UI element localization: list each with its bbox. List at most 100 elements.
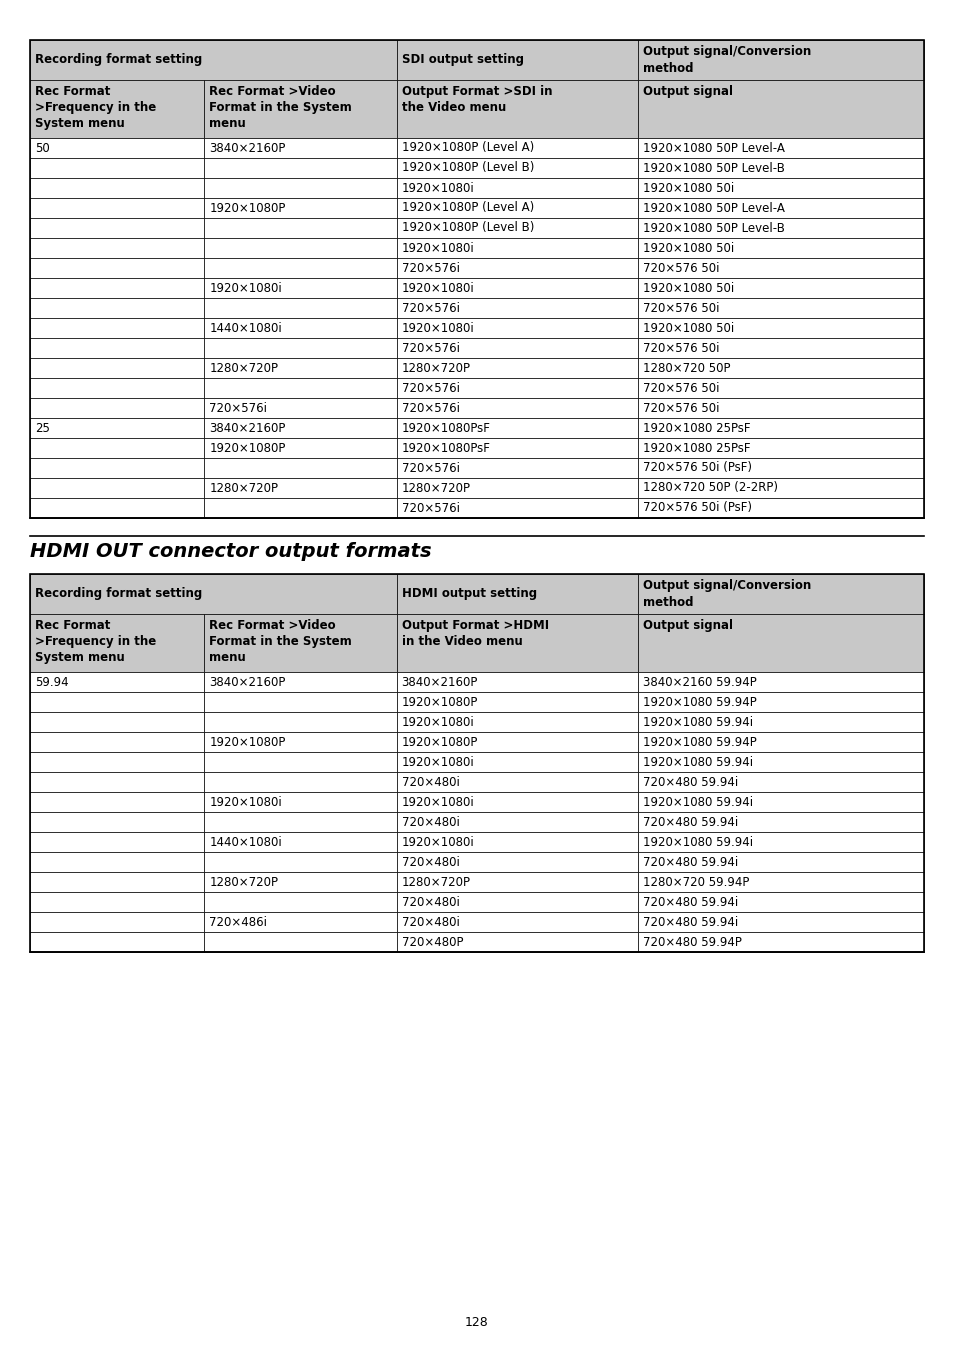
- Bar: [638, 158, 923, 178]
- Bar: [30, 692, 204, 713]
- Text: Output signal/Conversion
method: Output signal/Conversion method: [642, 580, 810, 608]
- Bar: [638, 813, 923, 831]
- Text: 1920×1080P: 1920×1080P: [209, 735, 285, 749]
- Bar: [30, 813, 204, 831]
- Text: 1920×1080 50i: 1920×1080 50i: [642, 281, 734, 295]
- Bar: [396, 238, 638, 258]
- Text: 1920×1080 50P Level-B: 1920×1080 50P Level-B: [642, 222, 784, 234]
- Bar: [396, 692, 638, 713]
- Text: 1920×1080P (Level A): 1920×1080P (Level A): [401, 142, 534, 154]
- Bar: [204, 614, 396, 672]
- Bar: [204, 218, 396, 238]
- Bar: [30, 80, 204, 138]
- Bar: [30, 458, 204, 479]
- Text: 1920×1080i: 1920×1080i: [209, 795, 282, 808]
- Bar: [638, 872, 923, 892]
- Bar: [396, 752, 638, 772]
- Bar: [204, 297, 396, 318]
- Bar: [396, 792, 638, 813]
- Bar: [204, 379, 396, 397]
- Bar: [30, 614, 204, 672]
- Bar: [30, 318, 204, 338]
- Bar: [638, 892, 923, 913]
- Text: 720×480 59.94i: 720×480 59.94i: [642, 915, 738, 929]
- Text: 1920×1080 59.94i: 1920×1080 59.94i: [642, 756, 752, 768]
- Text: 1280×720P: 1280×720P: [401, 481, 470, 495]
- Text: 1920×1080i: 1920×1080i: [401, 756, 474, 768]
- Bar: [30, 713, 204, 731]
- Bar: [396, 138, 638, 158]
- Bar: [396, 438, 638, 458]
- Text: 1920×1080 50i: 1920×1080 50i: [642, 242, 734, 254]
- Bar: [396, 872, 638, 892]
- Text: 720×576i: 720×576i: [401, 301, 459, 315]
- Bar: [396, 379, 638, 397]
- Text: 3840×2160P: 3840×2160P: [401, 676, 477, 688]
- Text: 1920×1080 59.94P: 1920×1080 59.94P: [642, 695, 756, 708]
- Text: 1920×1080i: 1920×1080i: [209, 281, 282, 295]
- Bar: [30, 358, 204, 379]
- Bar: [204, 238, 396, 258]
- Bar: [204, 158, 396, 178]
- Bar: [638, 138, 923, 158]
- Bar: [396, 197, 638, 218]
- Bar: [204, 752, 396, 772]
- Text: 3840×2160P: 3840×2160P: [209, 422, 285, 434]
- Bar: [638, 672, 923, 692]
- Bar: [30, 158, 204, 178]
- Text: 1280×720P: 1280×720P: [401, 361, 470, 375]
- Bar: [396, 397, 638, 418]
- Text: 1920×1080i: 1920×1080i: [401, 242, 474, 254]
- Bar: [638, 713, 923, 731]
- Text: 1920×1080i: 1920×1080i: [401, 181, 474, 195]
- Bar: [638, 258, 923, 279]
- Bar: [30, 258, 204, 279]
- Bar: [204, 418, 396, 438]
- Bar: [396, 575, 638, 614]
- Text: 1920×1080 59.94i: 1920×1080 59.94i: [642, 836, 752, 849]
- Text: 1920×1080i: 1920×1080i: [401, 281, 474, 295]
- Bar: [30, 379, 204, 397]
- Bar: [396, 831, 638, 852]
- Text: 1920×1080 50P Level-B: 1920×1080 50P Level-B: [642, 161, 784, 174]
- Bar: [30, 852, 204, 872]
- Bar: [396, 41, 638, 80]
- Text: 720×576i: 720×576i: [401, 461, 459, 475]
- Text: 1920×1080P (Level A): 1920×1080P (Level A): [401, 201, 534, 215]
- Bar: [204, 932, 396, 952]
- Bar: [396, 772, 638, 792]
- Text: 1920×1080P: 1920×1080P: [209, 201, 285, 215]
- Bar: [638, 731, 923, 752]
- Bar: [638, 752, 923, 772]
- Text: Rec Format
>Frequency in the
System menu: Rec Format >Frequency in the System menu: [35, 85, 156, 130]
- Bar: [638, 772, 923, 792]
- Text: 1920×1080 25PsF: 1920×1080 25PsF: [642, 422, 750, 434]
- Bar: [30, 792, 204, 813]
- Bar: [30, 892, 204, 913]
- Text: 720×576i: 720×576i: [401, 502, 459, 515]
- Bar: [638, 792, 923, 813]
- Bar: [204, 913, 396, 932]
- Bar: [204, 397, 396, 418]
- Bar: [204, 892, 396, 913]
- Bar: [396, 813, 638, 831]
- Bar: [204, 258, 396, 279]
- Bar: [30, 438, 204, 458]
- Text: 1920×1080 59.94i: 1920×1080 59.94i: [642, 715, 752, 729]
- Bar: [638, 297, 923, 318]
- Text: Output signal: Output signal: [642, 619, 732, 631]
- Text: HDMI OUT connector output formats: HDMI OUT connector output formats: [30, 542, 431, 561]
- Bar: [396, 713, 638, 731]
- Text: 1920×1080 50P Level-A: 1920×1080 50P Level-A: [642, 142, 784, 154]
- Text: 1920×1080 59.94P: 1920×1080 59.94P: [642, 735, 756, 749]
- Bar: [396, 80, 638, 138]
- Text: Rec Format >Video
Format in the System
menu: Rec Format >Video Format in the System m…: [209, 619, 352, 664]
- Text: 720×576 50i: 720×576 50i: [642, 342, 719, 354]
- Text: 720×480i: 720×480i: [401, 815, 459, 829]
- Bar: [30, 932, 204, 952]
- Text: 720×576 50i (PsF): 720×576 50i (PsF): [642, 502, 751, 515]
- Text: 720×480i: 720×480i: [401, 776, 459, 788]
- Bar: [204, 318, 396, 338]
- Text: 720×576i: 720×576i: [401, 402, 459, 415]
- Bar: [638, 418, 923, 438]
